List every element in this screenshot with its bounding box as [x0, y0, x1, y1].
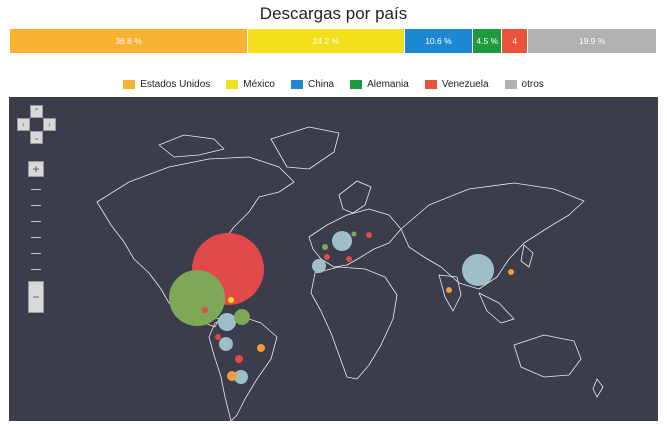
bubble-peru[interactable] — [219, 337, 233, 351]
world-map[interactable] — [9, 97, 658, 421]
zoom-slider-handle[interactable]: − — [28, 281, 44, 313]
zoom-slider-tick[interactable] — [31, 237, 41, 238]
zoom-in-button[interactable]: + — [28, 161, 44, 177]
zoom-slider-tick[interactable] — [31, 253, 41, 254]
europe-outline — [308, 208, 402, 268]
india-outline — [438, 274, 462, 312]
bubble-brasil[interactable] — [257, 344, 265, 352]
legend-label: México — [243, 79, 275, 90]
pan-left-button[interactable]: ‹ — [17, 118, 30, 131]
legend-label: Alemania — [367, 79, 409, 90]
legend-label: Estados Unidos — [140, 79, 211, 90]
pan-right-button[interactable]: › — [43, 118, 56, 131]
share-segment-otros: 19.9 % — [528, 29, 657, 53]
share-segment-méxico: 24.2 % — [248, 29, 405, 53]
bubble-bolivia[interactable] — [235, 355, 243, 363]
bubble-chile[interactable] — [227, 371, 237, 381]
zoom-slider-tick[interactable] — [31, 221, 41, 222]
legend-item-estados-unidos[interactable]: Estados Unidos — [123, 79, 210, 90]
bubble-cuba[interactable] — [228, 297, 234, 303]
zoom-slider-tick[interactable] — [31, 189, 41, 190]
australia-outline — [513, 334, 582, 378]
legend-swatch — [424, 80, 437, 89]
share-segment-venezuela: 4 — [502, 29, 529, 53]
world-map-panel[interactable]: ⌃ ‹ › ⌄ + − — [9, 97, 658, 421]
bubble-guatemala[interactable] — [202, 307, 208, 313]
bubble-polonia[interactable] — [351, 231, 357, 237]
legend-label: China — [307, 79, 335, 90]
japan-outline — [520, 244, 534, 268]
africa-outline — [310, 266, 398, 380]
legend-item-alemania[interactable]: Alemania — [350, 79, 409, 90]
legend-swatch — [350, 80, 363, 89]
canada-islands-outline — [158, 134, 225, 158]
asia-outline — [400, 182, 585, 290]
legend: Estados Unidos México China Alemania Venezue… — [0, 79, 667, 90]
bubble-mexico[interactable] — [169, 270, 225, 326]
greenland-outline — [270, 126, 340, 170]
legend-label: otros — [521, 79, 544, 90]
legend-item-otros[interactable]: otros — [504, 79, 544, 90]
legend-label: Venezuela — [441, 79, 489, 90]
bubble-india[interactable] — [446, 287, 452, 293]
country-bubbles — [169, 231, 514, 384]
legend-swatch — [504, 80, 517, 89]
legend-item-venezuela[interactable]: Venezuela — [424, 79, 489, 90]
legend-item-méxico[interactable]: México — [226, 79, 275, 90]
legend-swatch — [290, 80, 303, 89]
southeast-asia-outline — [478, 292, 515, 324]
bubble-alemania[interactable] — [332, 231, 352, 251]
share-segment-alemania: 4.5 % — [473, 29, 503, 53]
bubble-china[interactable] — [462, 254, 494, 286]
scandinavia-outline — [338, 180, 372, 214]
bubble-reino-unido[interactable] — [322, 244, 328, 250]
south-america-outline — [208, 314, 278, 421]
legend-swatch — [226, 80, 239, 89]
legend-swatch — [123, 80, 136, 89]
bubble-rusia[interactable] — [366, 232, 372, 238]
bubble-japon[interactable] — [508, 269, 514, 275]
bubble-ecuador[interactable] — [215, 334, 221, 340]
pan-up-button[interactable]: ⌃ — [30, 105, 43, 118]
zoom-slider-tick[interactable] — [31, 205, 41, 206]
share-segment-estados-unidos: 36.8 % — [10, 29, 249, 53]
bubble-venezuela[interactable] — [234, 309, 250, 325]
pan-down-button[interactable]: ⌄ — [30, 131, 43, 144]
bubble-colombia[interactable] — [218, 313, 236, 331]
pan-control[interactable]: ⌃ ‹ › ⌄ — [17, 105, 57, 145]
legend-item-china[interactable]: China — [290, 79, 335, 90]
share-segment-china: 10.6 % — [404, 29, 474, 53]
zoom-slider-tick[interactable] — [31, 269, 41, 270]
bubble-francia[interactable] — [324, 254, 330, 260]
bubble-espana[interactable] — [312, 259, 326, 273]
new-zealand-outline — [592, 378, 604, 398]
bubble-argentina[interactable] — [234, 370, 248, 384]
share-stacked-bar: 36.8 % 24.2 % 10.6 % 4.5 % 4 19.9 % — [10, 29, 657, 53]
bubble-italia[interactable] — [346, 256, 352, 262]
chart-title: Descargas por país — [259, 4, 408, 23]
